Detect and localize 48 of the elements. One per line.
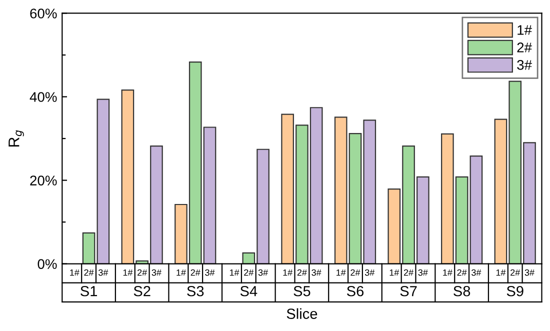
text: 1# xyxy=(70,269,80,276)
legend-label: 1# xyxy=(518,25,532,35)
y-tick-label: 0% xyxy=(38,259,57,269)
x-tick-label: S9 xyxy=(506,286,524,296)
x-tick-label: S1 xyxy=(80,286,97,296)
bar xyxy=(82,232,96,264)
text: 3# xyxy=(98,269,108,276)
text: 1# xyxy=(230,269,240,276)
text: 1# xyxy=(496,269,506,276)
text: 3# xyxy=(205,269,215,276)
text: 1# xyxy=(123,269,133,276)
text: 1# xyxy=(443,269,452,276)
text: 3# xyxy=(524,269,534,276)
x-tick-label: S3 xyxy=(187,286,204,296)
text: 2# xyxy=(404,269,414,276)
bar xyxy=(470,156,483,264)
text: 2# xyxy=(510,269,520,276)
text: 1# xyxy=(390,269,400,276)
text: 2# xyxy=(244,269,254,276)
x-axis-title: Slice xyxy=(286,308,318,319)
text: 1# xyxy=(336,269,346,276)
text: 3# xyxy=(364,269,375,276)
text: 3# xyxy=(418,269,428,276)
text: 2# xyxy=(84,269,94,276)
text: 2# xyxy=(297,269,307,276)
x-tick-label: S7 xyxy=(400,286,417,296)
text: 2# xyxy=(190,269,200,276)
text: 3# xyxy=(472,269,482,276)
text: 3# xyxy=(152,269,162,276)
x-tick-label: S8 xyxy=(454,286,470,296)
text: 1# xyxy=(283,269,293,276)
legend-label: 2# xyxy=(517,42,532,52)
y-axis-title: R$_{g}$ xyxy=(8,130,24,147)
text: 2# xyxy=(457,269,467,276)
x-tick-label: S4 xyxy=(240,286,258,296)
x-tick-label: S2 xyxy=(134,286,150,296)
text: 1# xyxy=(176,269,186,276)
bar xyxy=(96,98,110,264)
y-tick-label: 20% xyxy=(30,176,57,186)
x-tick-label: S6 xyxy=(346,286,364,296)
text: 3# xyxy=(312,269,322,276)
text: 2# xyxy=(138,269,148,276)
text: 3# xyxy=(258,269,268,276)
text: 2# xyxy=(350,269,360,276)
x-tick-label: S5 xyxy=(294,286,310,296)
legend-label: 3# xyxy=(517,60,532,70)
y-tick-label: 60% xyxy=(30,8,57,18)
y-tick-label: 40% xyxy=(30,92,57,102)
